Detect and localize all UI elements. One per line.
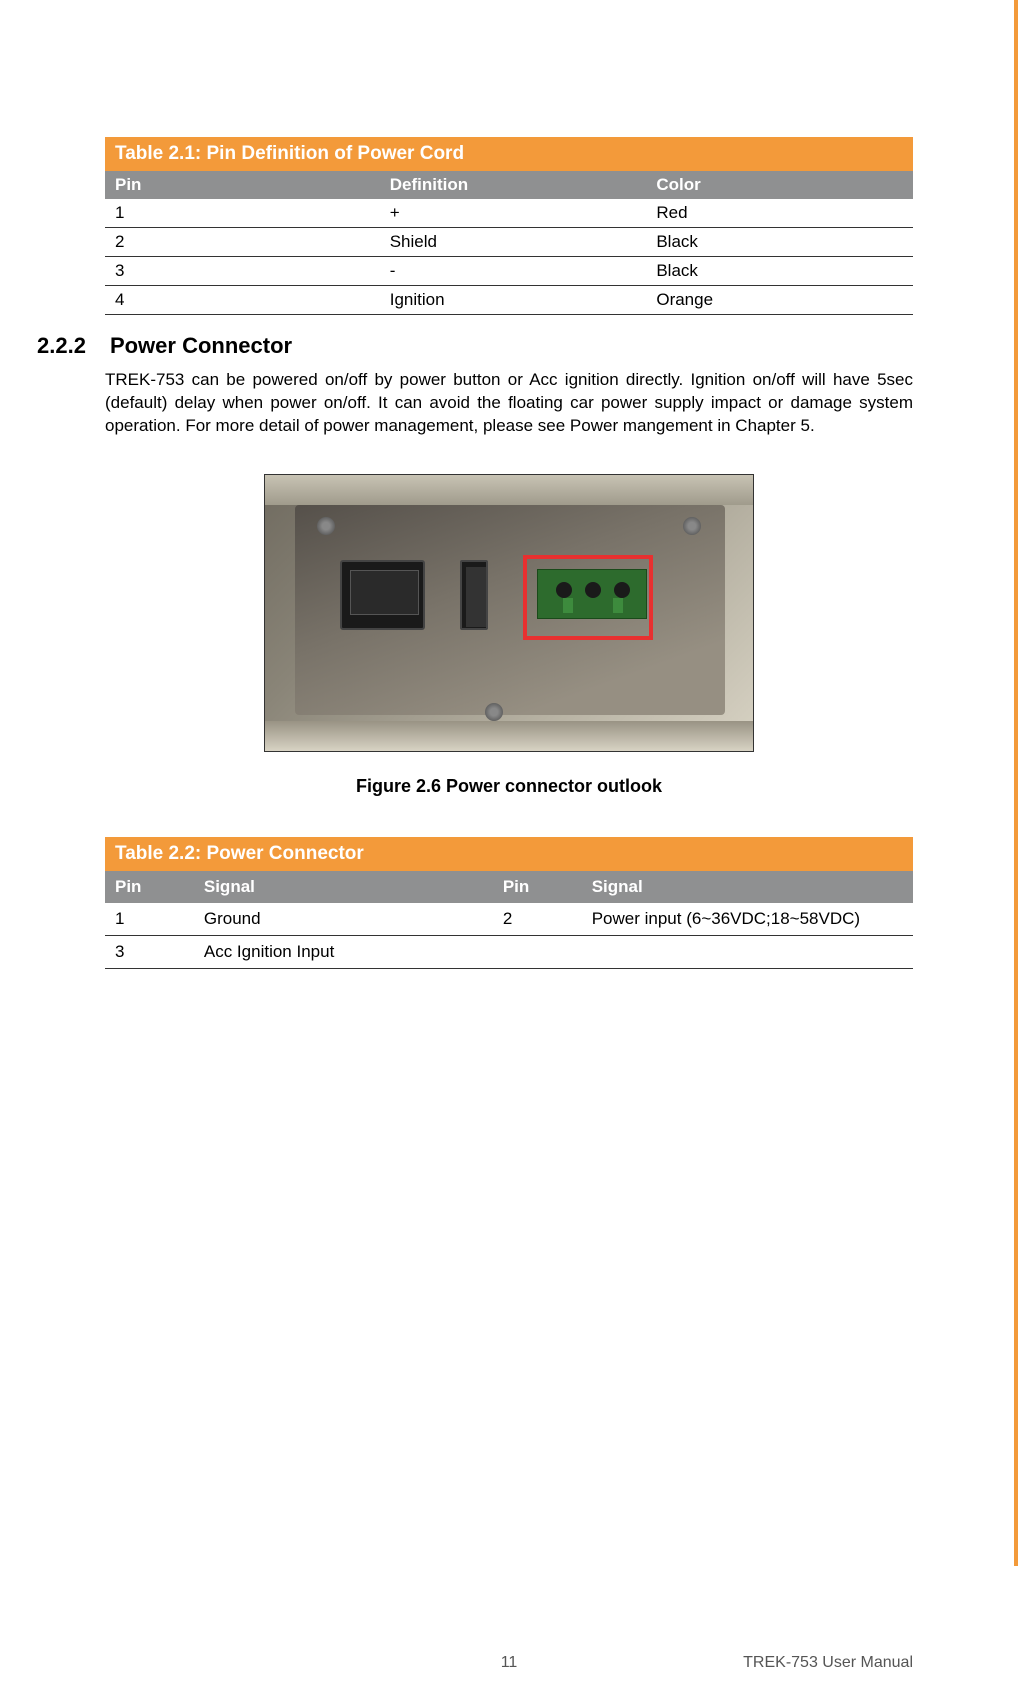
cell-pin: 4	[105, 286, 380, 315]
table-2-1: Table 2.1: Pin Definition of Power Cord …	[105, 137, 913, 315]
section-title: Power Connector	[110, 333, 292, 359]
power-terminal-block	[537, 569, 647, 619]
cell-pin	[493, 935, 582, 968]
section-number: 2.2.2	[37, 333, 86, 359]
page-number: 11	[501, 1654, 518, 1672]
usb-slot	[466, 567, 486, 627]
table-header-signal: Signal	[582, 871, 913, 903]
cell-color: Orange	[646, 286, 913, 315]
table-row: 3 Acc Ignition Input	[105, 935, 913, 968]
section-body: TREK-753 can be powered on/off by power …	[105, 369, 913, 438]
power-connector-photo	[264, 474, 754, 752]
page-right-accent-border	[1014, 0, 1018, 1566]
terminal-clip	[563, 598, 573, 613]
cell-color: Black	[646, 257, 913, 286]
table-row: 1 Ground 2 Power input (6~36VDC;18~58VDC…	[105, 903, 913, 936]
terminal-hole	[614, 582, 630, 598]
table-header-row: Pin Definition Color	[105, 171, 913, 199]
table-2-1-title: Table 2.1: Pin Definition of Power Cord	[105, 137, 913, 171]
table-2-2: Table 2.2: Power Connector Pin Signal Pi…	[105, 837, 913, 969]
document-title: TREK-753 User Manual	[743, 1654, 913, 1672]
cell-color: Red	[646, 199, 913, 228]
cell-definition: Ignition	[380, 286, 647, 315]
cell-definition: Shield	[380, 228, 647, 257]
table-header-color: Color	[646, 171, 913, 199]
table-2-2-grid: Pin Signal Pin Signal 1 Ground 2 Power i…	[105, 871, 913, 969]
cell-pin: 3	[105, 257, 380, 286]
ethernet-port	[340, 560, 425, 630]
table-header-signal: Signal	[194, 871, 493, 903]
page-footer: 11 TREK-753 User Manual	[0, 1654, 1018, 1672]
cell-color: Black	[646, 228, 913, 257]
table-2-2-title: Table 2.2: Power Connector	[105, 837, 913, 871]
table-header-pin: Pin	[493, 871, 582, 903]
section-heading: 2.2.2 Power Connector	[105, 333, 913, 359]
figure-2-6: Figure 2.6 Power connector outlook	[105, 474, 913, 797]
table-header-pin: Pin	[105, 871, 194, 903]
table-row: 2 Shield Black	[105, 228, 913, 257]
cell-pin: 3	[105, 935, 194, 968]
table-header-pin: Pin	[105, 171, 380, 199]
ethernet-jack	[350, 570, 419, 615]
cell-pin: 2	[105, 228, 380, 257]
table-header-definition: Definition	[380, 171, 647, 199]
table-row: 1 + Red	[105, 199, 913, 228]
table-row: 3 - Black	[105, 257, 913, 286]
screw-icon	[317, 517, 335, 535]
page-content: Table 2.1: Pin Definition of Power Cord …	[0, 0, 1018, 969]
cell-pin: 2	[493, 903, 582, 936]
device-top-edge	[265, 475, 753, 505]
cell-definition: -	[380, 257, 647, 286]
cell-signal: Ground	[194, 903, 493, 936]
cell-signal: Power input (6~36VDC;18~58VDC)	[582, 903, 913, 936]
usb-port	[460, 560, 488, 630]
cell-pin: 1	[105, 903, 194, 936]
terminal-hole	[556, 582, 572, 598]
screw-icon	[683, 517, 701, 535]
cell-signal: Acc Ignition Input	[194, 935, 493, 968]
cell-signal	[582, 935, 913, 968]
table-row: 4 Ignition Orange	[105, 286, 913, 315]
cell-definition: +	[380, 199, 647, 228]
terminal-hole	[585, 582, 601, 598]
terminal-clip	[613, 598, 623, 613]
table-2-1-grid: Pin Definition Color 1 + Red 2 Shield Bl…	[105, 171, 913, 315]
device-bottom-edge	[265, 721, 753, 751]
cell-pin: 1	[105, 199, 380, 228]
figure-caption: Figure 2.6 Power connector outlook	[105, 776, 913, 797]
power-connector-highlight	[523, 555, 653, 640]
screw-icon	[485, 703, 503, 721]
table-header-row: Pin Signal Pin Signal	[105, 871, 913, 903]
